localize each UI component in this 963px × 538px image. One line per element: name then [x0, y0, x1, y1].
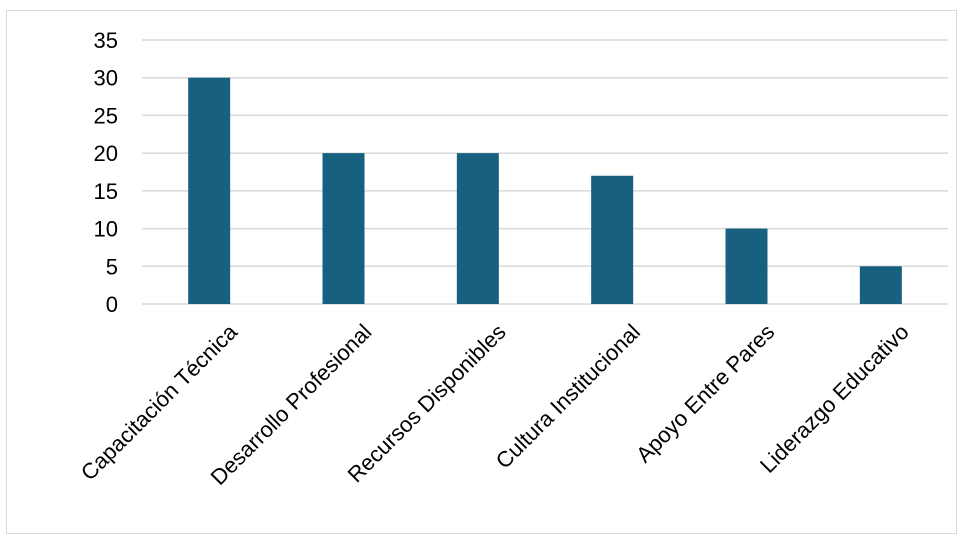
bar	[859, 266, 902, 304]
y-tick-label: 25	[94, 103, 118, 128]
x-category-label: Apoyo Entre Pares	[631, 319, 779, 467]
bar	[591, 175, 634, 304]
y-tick-label: 0	[106, 292, 118, 317]
bars	[188, 77, 902, 304]
bar	[188, 77, 231, 304]
x-category-label: Cultura Institucional	[491, 319, 645, 473]
y-tick-label: 10	[94, 217, 118, 242]
y-axis-tick-labels: 0 5 10 15 20 25 30 35	[94, 28, 118, 317]
y-tick-label: 15	[94, 179, 118, 204]
x-category-label: Liderazgo Educativo	[755, 319, 914, 478]
gridlines	[142, 39, 948, 305]
y-tick-label: 35	[94, 28, 118, 53]
y-tick-label: 30	[94, 66, 118, 91]
bar	[322, 153, 365, 304]
bar	[456, 153, 499, 304]
y-tick-label: 5	[106, 254, 118, 279]
bar	[725, 228, 768, 304]
y-tick-label: 20	[94, 141, 118, 166]
